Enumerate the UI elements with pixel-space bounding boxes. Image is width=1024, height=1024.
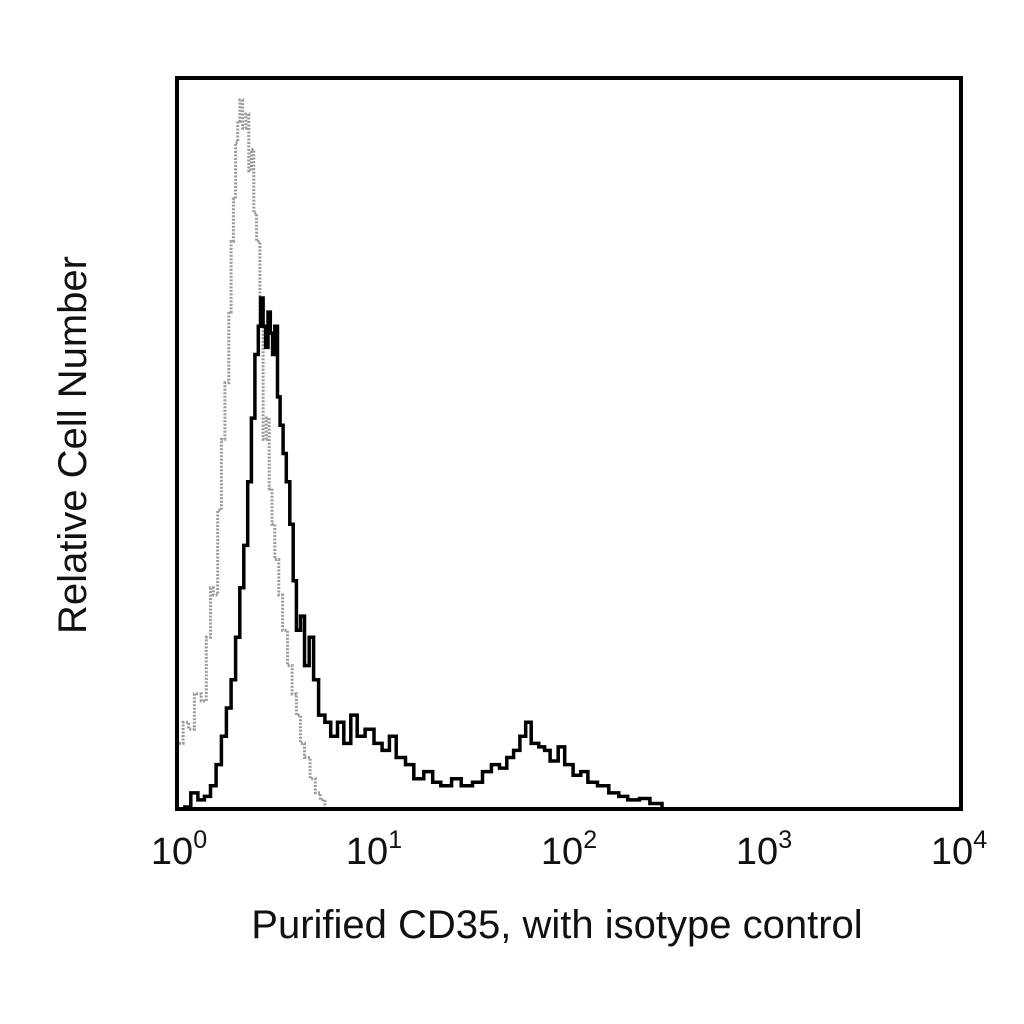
isotype-control-histogram-line [179, 98, 327, 807]
x-tick-label: 101 [346, 826, 402, 873]
x-tick-base: 10 [151, 831, 193, 873]
x-tick-label: 104 [931, 826, 987, 873]
x-tick-exponent: 3 [778, 826, 792, 854]
cd35-histogram-line [183, 296, 664, 809]
y-axis-title: Relative Cell Number [51, 256, 95, 634]
x-tick-exponent: 1 [388, 826, 402, 854]
x-tick-label: 100 [151, 826, 207, 873]
x-tick-base: 10 [736, 831, 778, 873]
plot-frame [175, 76, 963, 811]
x-tick-base: 10 [346, 831, 388, 873]
series-layer [179, 98, 664, 809]
x-tick-label: 102 [541, 826, 597, 873]
x-tick-base: 10 [931, 831, 973, 873]
x-tick-base: 10 [541, 831, 583, 873]
x-tick-exponent: 0 [193, 826, 207, 854]
x-tick-label: 103 [736, 826, 792, 873]
x-axis-title: Purified CD35, with isotype control [251, 903, 862, 947]
x-tick-exponent: 2 [583, 826, 597, 854]
x-tick-exponent: 4 [973, 826, 987, 854]
x-tick-layer: 100 101 102 103 104 [151, 826, 987, 873]
